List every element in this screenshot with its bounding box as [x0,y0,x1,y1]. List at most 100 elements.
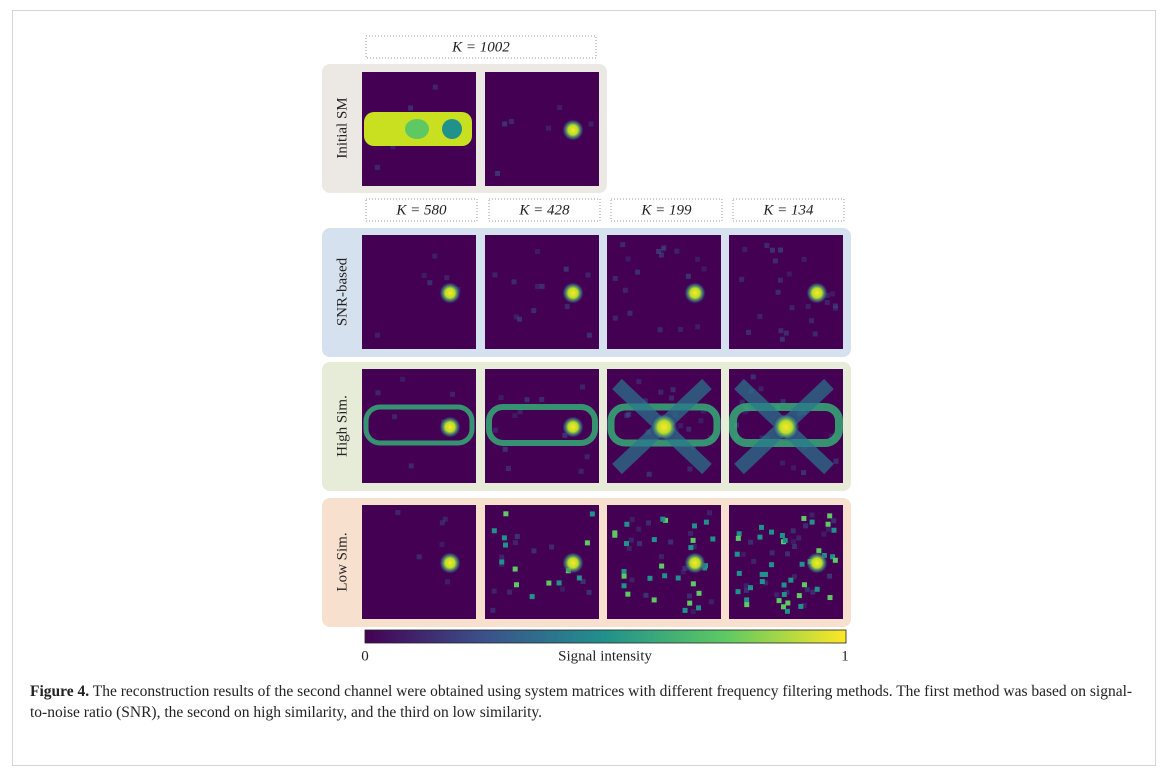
spot [684,552,706,574]
noise-pixel [443,517,448,522]
noise-pixel [450,392,455,397]
noise-pixel [502,535,507,540]
noise-pixel [681,569,686,574]
noise-pixel [833,459,838,464]
noise-pixel [585,540,590,545]
noise-pixel [395,510,400,515]
noise-pixel [564,267,569,272]
noise-pixel [827,513,832,518]
noise-pixel [375,333,380,338]
noise-pixel [770,550,775,555]
row-label: Initial SM [334,97,350,158]
spot [806,552,828,574]
noise-pixel [821,532,826,537]
noise-pixel [493,428,498,433]
noise-pixel [809,318,814,323]
noise-pixel [668,540,673,545]
noise-pixel [506,466,511,471]
noise-pixel [624,541,629,546]
noise-pixel [801,516,806,521]
noise-pixel [805,587,810,592]
noise-pixel [432,254,437,259]
noise-pixel [589,122,594,127]
noise-pixel [622,574,627,579]
spot [439,282,461,304]
noise-pixel [659,564,664,569]
noise-pixel [774,592,779,597]
noise-pixel [499,395,504,400]
noise-pixel [627,311,632,316]
noise-pixel [827,574,832,579]
noise-pixel [789,305,794,310]
caption: Figure 4. The reconstruction results of … [30,681,1140,723]
noise-pixel [760,579,765,584]
noise-pixel [517,317,522,322]
noise-pixel [791,539,796,544]
noise-pixel [737,571,742,576]
noise-pixel [784,331,789,336]
noise-pixel [646,520,651,525]
noise-pixel [810,520,815,525]
noise-pixel [375,165,380,170]
noise-pixel [417,554,422,559]
noise-pixel [697,591,702,596]
noise-pixel [671,387,676,392]
noise-pixel [769,562,774,567]
noise-pixel [773,258,778,263]
noise-pixel [736,589,741,594]
noise-pixel [791,465,796,470]
noise-pixel [687,466,692,471]
noise-pixel [776,290,781,295]
spot [562,119,584,141]
noise-pixel [744,597,749,602]
noise-pixel [783,538,788,543]
noise-pixel [825,300,830,305]
noise-pixel [815,587,820,592]
noise-pixel [643,593,648,598]
noise-pixel [707,510,712,515]
noise-pixel [629,538,634,543]
noise-pixel [392,414,397,419]
noise-pixel [802,257,807,262]
noise-pixel [833,306,838,311]
noise-pixel [688,545,693,550]
noise-pixel [635,270,640,275]
noise-pixel [539,397,544,402]
noise-pixel [577,575,582,580]
spot [439,416,461,438]
spot [562,416,584,438]
noise-pixel [652,537,657,542]
noise-pixel [780,461,785,466]
noise-pixel [492,272,497,277]
noise-pixel [503,511,508,516]
signal [442,119,462,139]
column-label: K = 1002 [451,39,510,55]
noise-pixel [674,249,679,254]
noise-pixel [637,541,642,546]
noise-pixel [546,126,551,131]
colorbar-max: 1 [841,648,849,664]
noise-pixel [659,554,664,559]
noise-pixel [788,578,793,583]
noise-pixel [492,589,497,594]
noise-pixel [626,256,631,261]
noise-pixel [826,522,831,527]
noise-pixel [791,528,796,533]
noise-pixel [623,288,628,293]
noise-pixel [798,604,803,609]
noise-pixel [748,585,753,590]
noise-pixel [530,594,535,599]
noise-pixel [513,540,518,545]
noise-pixel [797,593,802,598]
caption-text: The reconstruction results of the second… [30,683,1132,721]
noise-pixel [760,572,765,577]
noise-pixel [531,548,536,553]
caption-label: Figure 4. [30,683,89,700]
noise-pixel [613,276,618,281]
spot [772,413,800,441]
noise-pixel [744,602,749,607]
noise-pixel [587,333,592,338]
signal [405,119,429,139]
noise-pixel [826,527,831,532]
